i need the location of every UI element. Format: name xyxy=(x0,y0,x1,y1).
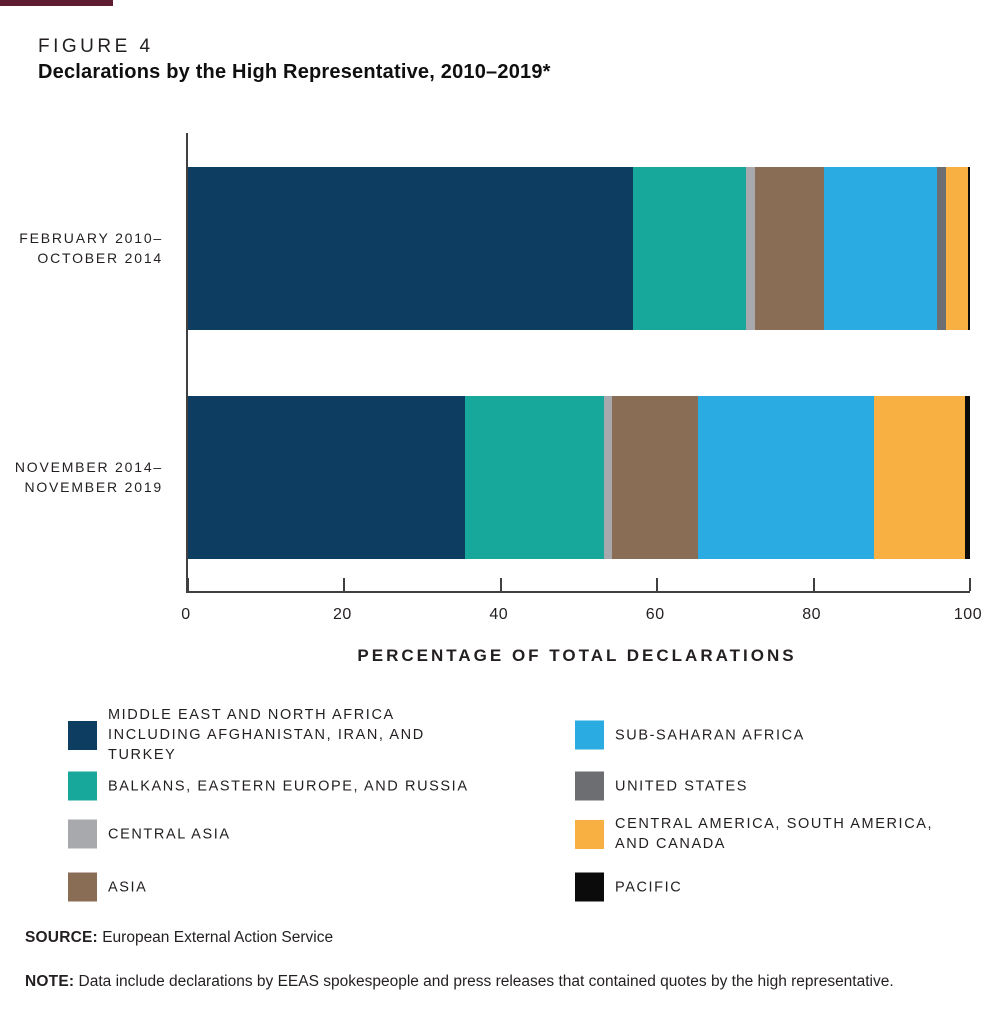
legend-item: UNITED STATES xyxy=(575,771,749,801)
legend-item: CENTRAL ASIA xyxy=(68,819,231,849)
legend-swatch xyxy=(68,819,97,849)
legend-label: CENTRAL ASIA xyxy=(108,826,231,842)
axis-tick-label: 0 xyxy=(181,606,191,623)
axis-tick-label: 20 xyxy=(332,606,352,623)
bar-segment xyxy=(188,396,465,559)
legend-label: UNITED STATES xyxy=(615,778,749,794)
legend-item: ASIA xyxy=(68,872,148,902)
bar-segment xyxy=(967,167,970,330)
bar-segment xyxy=(873,396,966,559)
legend-label: PACIFIC xyxy=(615,879,683,895)
legend-swatch xyxy=(575,819,604,849)
legend-item: BALKANS, EASTERN EUROPE, AND RUSSIA xyxy=(68,771,469,801)
note-label: NOTE: xyxy=(25,973,75,990)
figure-label: FIGURE 4 xyxy=(38,36,154,57)
legend-swatch xyxy=(68,720,97,750)
bar-category-label: FEBRUARY 2010– OCTOBER 2014 xyxy=(19,230,163,266)
axis-tick-label: 80 xyxy=(802,606,821,623)
bar-segment xyxy=(697,396,874,559)
legend-item: CENTRAL AMERICA, SOUTH AMERICA, AND CANA… xyxy=(575,814,933,854)
axis-tick xyxy=(656,578,659,591)
legend-label: MIDDLE EAST AND NORTH AFRICA INCLUDING A… xyxy=(108,707,425,763)
bar-segment xyxy=(945,167,968,330)
page-title: Declarations by the High Representative,… xyxy=(38,61,551,83)
legend-swatch xyxy=(575,771,604,801)
bar-segment xyxy=(746,167,755,330)
bar-segment xyxy=(611,396,698,559)
axis-tick xyxy=(343,578,346,591)
axis-tick xyxy=(187,578,189,591)
legend-label: CENTRAL AMERICA, SOUTH AMERICA, AND CANA… xyxy=(615,816,934,852)
axis-tick-label: 60 xyxy=(645,606,665,623)
legend-swatch xyxy=(68,771,97,801)
bar-segment xyxy=(632,167,747,330)
source-line: SOURCE: European External Action Service xyxy=(25,929,333,947)
axis-tick-label: 40 xyxy=(489,606,509,623)
legend-swatch xyxy=(575,872,604,902)
bar-segment xyxy=(464,396,604,559)
x-axis-title: PERCENTAGE OF TOTAL DECLARATIONS xyxy=(357,646,797,665)
note-text: Data include declarations by EEAS spokes… xyxy=(78,973,894,990)
bar-segment xyxy=(188,167,633,330)
note-line: NOTE: Data include declarations by EEAS … xyxy=(25,973,894,991)
stacked-bar xyxy=(188,396,970,559)
chart-plot-area xyxy=(186,133,971,593)
axis-tick xyxy=(499,578,502,591)
legend-label: BALKANS, EASTERN EUROPE, AND RUSSIA xyxy=(108,778,469,794)
axis-tick-label: 100 xyxy=(953,606,983,623)
source-text: European External Action Service xyxy=(102,929,334,946)
legend-swatch xyxy=(575,720,604,750)
legend-swatch xyxy=(68,872,97,902)
bar-segment xyxy=(823,167,938,330)
stacked-bar xyxy=(188,167,970,330)
axis-tick xyxy=(969,578,971,591)
bar-segment xyxy=(754,167,824,330)
legend-item: MIDDLE EAST AND NORTH AFRICA INCLUDING A… xyxy=(68,705,498,765)
legend-label: ASIA xyxy=(108,879,148,895)
bar-segment xyxy=(937,167,946,330)
bar-segment xyxy=(604,396,612,559)
axis-tick xyxy=(812,578,815,591)
page-corner-accent xyxy=(0,0,113,6)
legend-item: SUB-SAHARAN AFRICA xyxy=(575,720,805,750)
legend-item: PACIFIC xyxy=(575,872,683,902)
bar-segment xyxy=(965,396,970,559)
bar-category-label: NOVEMBER 2014– NOVEMBER 2019 xyxy=(14,459,163,495)
legend-label: SUB-SAHARAN AFRICA xyxy=(615,727,805,743)
source-label: SOURCE: xyxy=(25,929,98,946)
x-axis-tick-labels: 0 20 40 60 80 100 xyxy=(181,606,981,628)
